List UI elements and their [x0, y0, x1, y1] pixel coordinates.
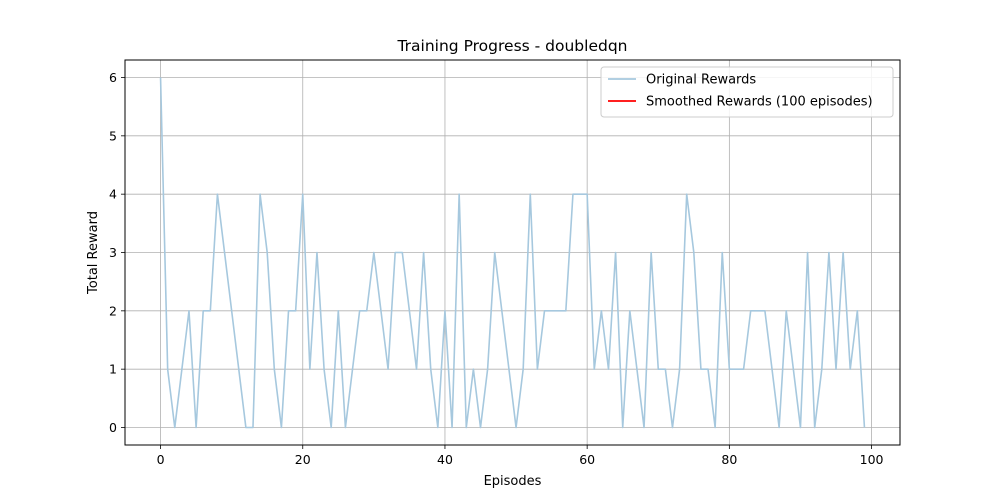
x-tick-label: 20	[295, 452, 311, 467]
y-tick-label: 3	[109, 245, 117, 260]
x-tick-label: 100	[860, 452, 884, 467]
x-axis-label: Episodes	[484, 474, 542, 489]
legend-label: Original Rewards	[646, 73, 756, 88]
legend: Original Rewards Smoothed Rewards (100 ep…	[600, 66, 894, 118]
legend-label: Smoothed Rewards (100 episodes)	[646, 95, 873, 110]
y-tick-label: 6	[109, 70, 117, 85]
y-tick-label: 0	[109, 420, 117, 435]
y-tick-label: 1	[109, 362, 117, 377]
y-axis-label: Total Reward	[86, 211, 101, 295]
x-tick-label: 0	[157, 452, 165, 467]
x-tick-label: 80	[721, 452, 737, 467]
y-tick-label: 4	[109, 187, 117, 202]
y-tick-label: 2	[109, 303, 117, 318]
legend-box	[600, 66, 894, 118]
chart-title: Training Progress - doubledqn	[396, 37, 627, 55]
y-tick-label: 5	[109, 128, 117, 143]
x-tick-label: 60	[579, 452, 595, 467]
series-line-0	[159, 77, 866, 429]
axis-ticks: 0 20 40 60 80 100 0 1 2 3 4 5 6	[109, 70, 883, 467]
x-tick-label: 40	[437, 452, 453, 467]
series-lines	[159, 77, 866, 429]
